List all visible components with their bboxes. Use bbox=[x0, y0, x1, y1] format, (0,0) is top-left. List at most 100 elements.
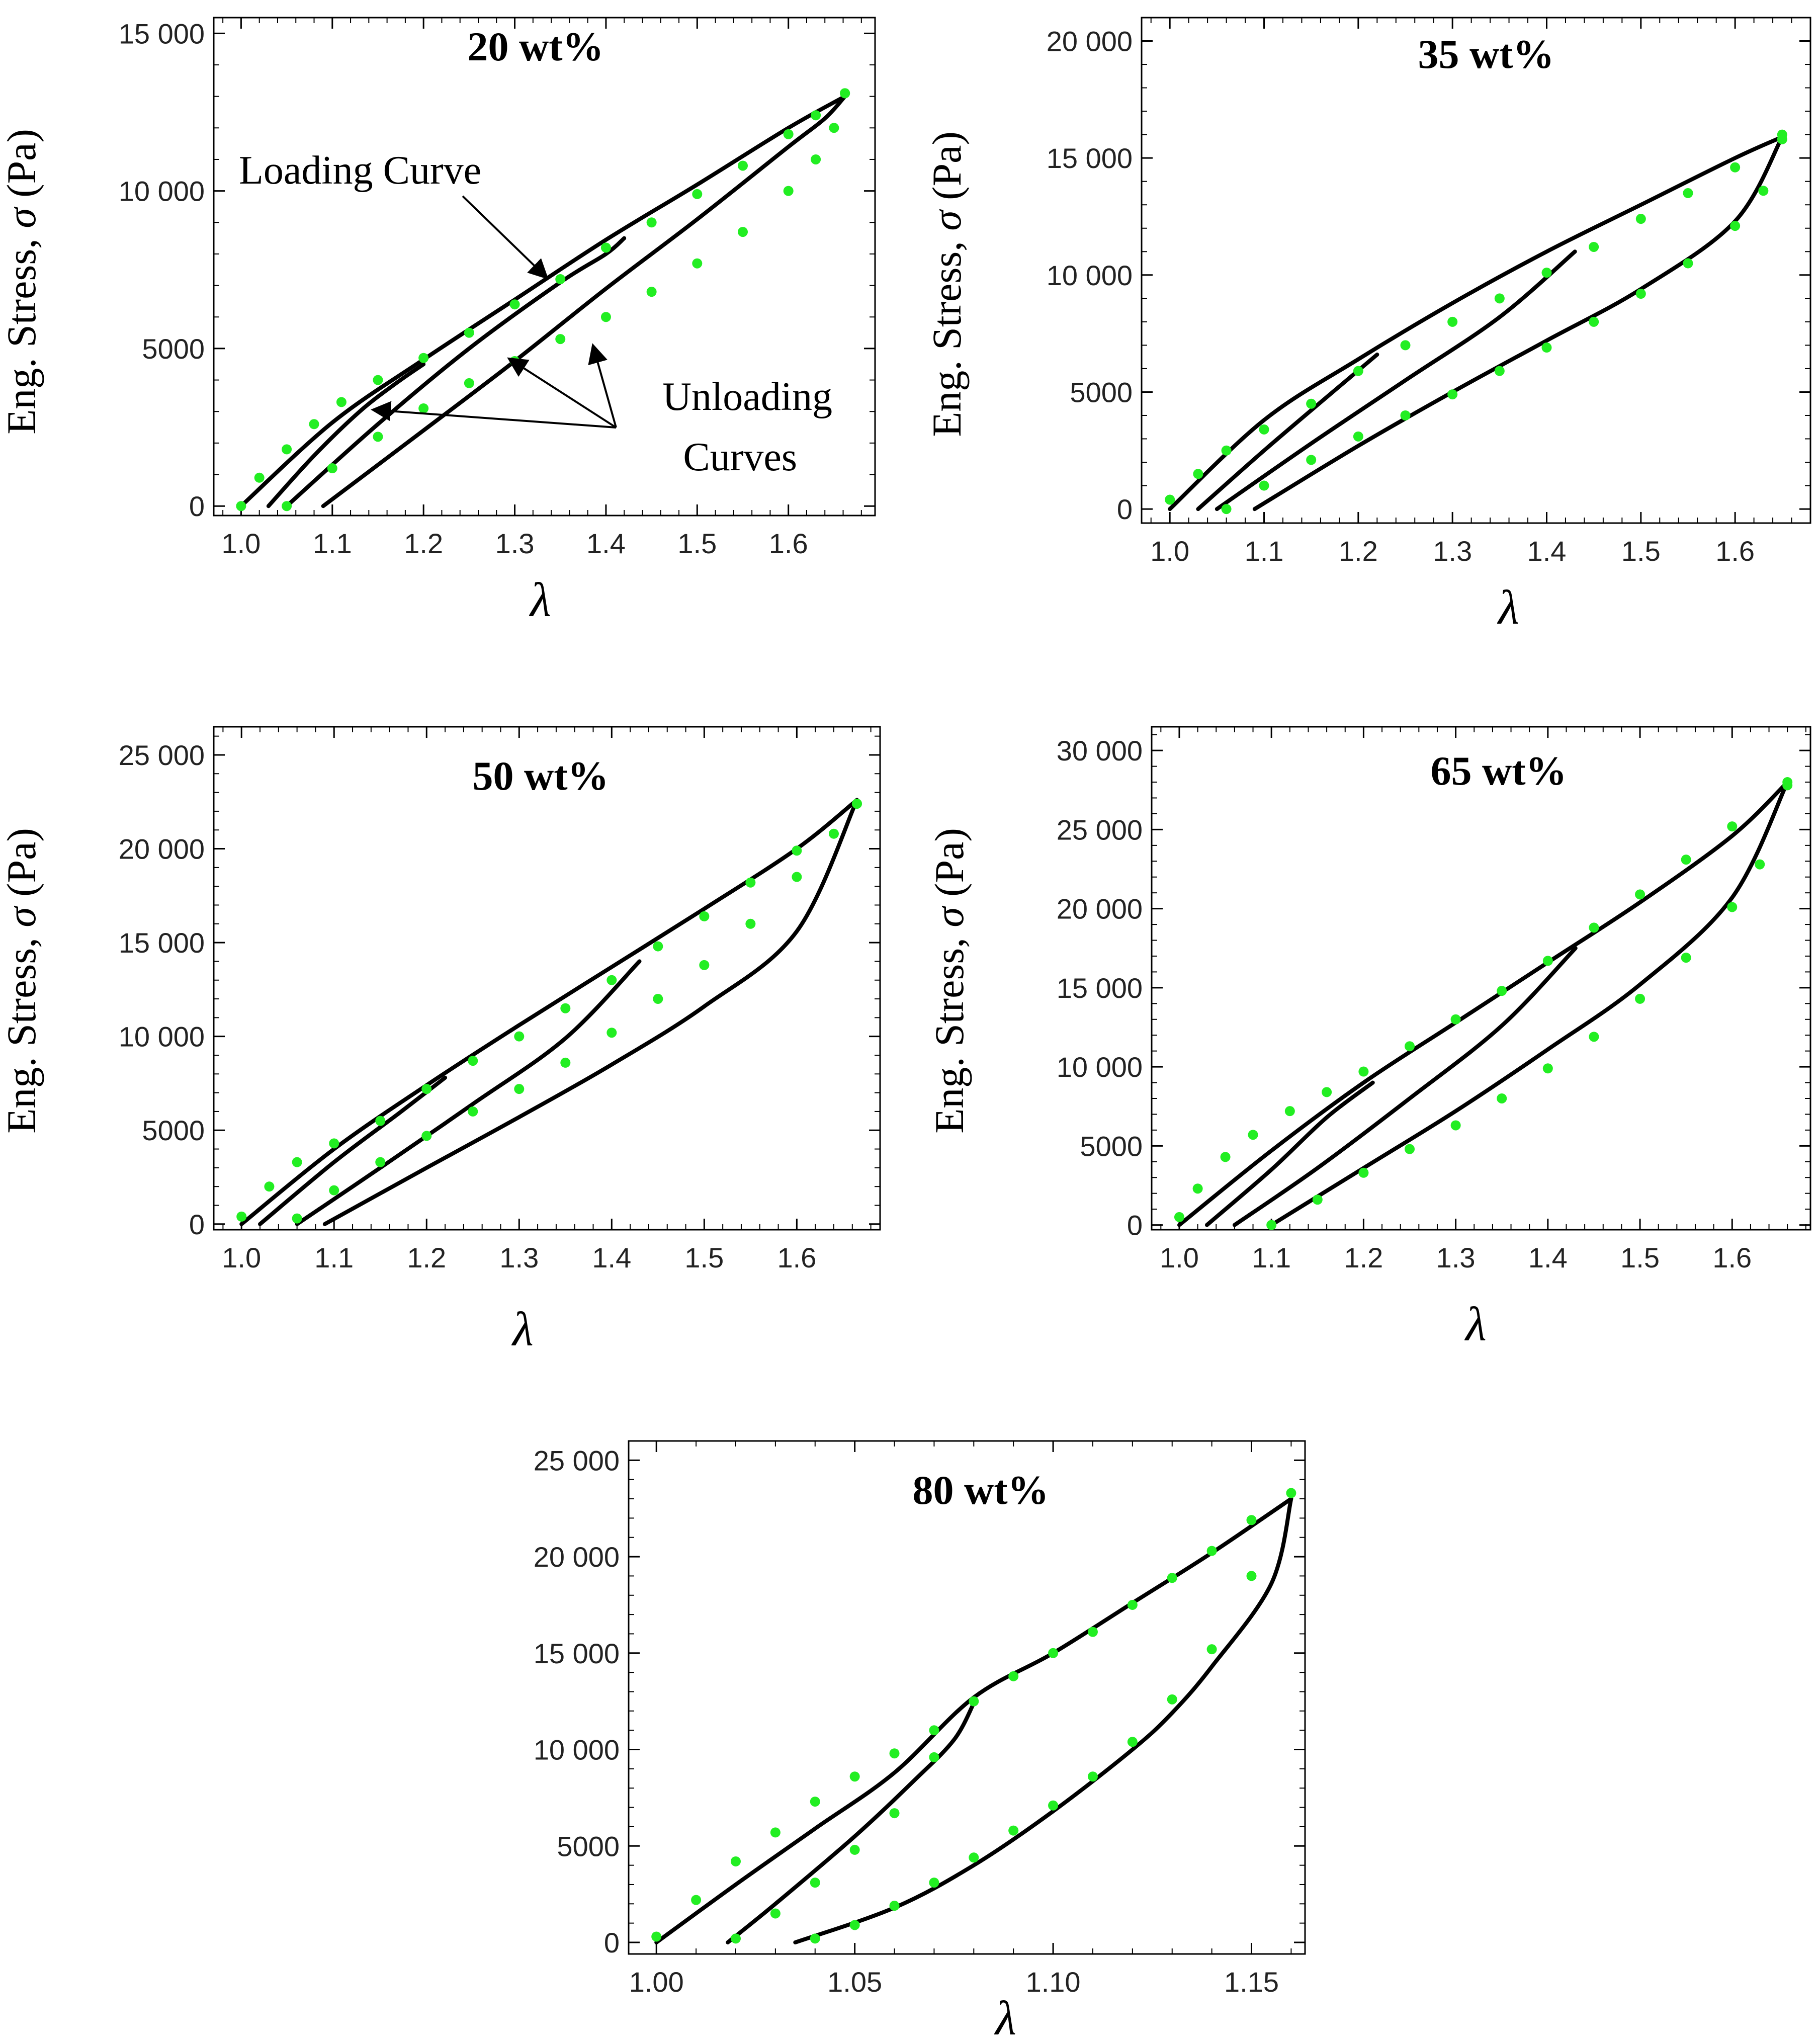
data-point bbox=[730, 1856, 741, 1866]
model-curve bbox=[793, 1497, 1293, 1944]
data-point bbox=[1167, 1694, 1177, 1705]
model-curve bbox=[285, 236, 627, 508]
data-point bbox=[1259, 480, 1269, 491]
y-tick-label: 10 000 bbox=[119, 1021, 205, 1053]
y-axis-label-prefix: Eng. Stress, bbox=[0, 927, 44, 1134]
data-point bbox=[1635, 993, 1645, 1004]
data-point bbox=[555, 274, 566, 285]
x-axis-label: λ bbox=[529, 573, 551, 627]
plot-frame bbox=[1141, 17, 1811, 524]
data-point bbox=[1635, 289, 1646, 299]
data-point bbox=[421, 1131, 432, 1141]
x-tick-label: 1.1 bbox=[1252, 1242, 1291, 1273]
data-point bbox=[889, 1901, 900, 1911]
data-point bbox=[1353, 431, 1363, 442]
data-point bbox=[1683, 258, 1693, 269]
data-point bbox=[1246, 1571, 1257, 1581]
data-point bbox=[1494, 293, 1505, 304]
data-point bbox=[1174, 1212, 1184, 1222]
panel-65-wt-: 1.0 1.1 1.2 1.3 1.4 1.5 1.6 0 5000 10 000 15 000 20… bbox=[926, 726, 1811, 1351]
data-point bbox=[646, 217, 657, 228]
data-point bbox=[770, 1908, 781, 1919]
data-point bbox=[810, 1878, 820, 1888]
data-point bbox=[692, 189, 703, 199]
x-tick-label: 1.6 bbox=[1712, 1242, 1752, 1273]
y-axis-label: Eng. Stress, σ (Pa) bbox=[924, 131, 970, 437]
x-tick-label: 1.05 bbox=[827, 1966, 882, 1998]
loading-curve-label: Loading Curve bbox=[239, 148, 481, 193]
data-point bbox=[1589, 922, 1599, 933]
model-curve bbox=[1232, 946, 1578, 1227]
x-tick-label: 1.15 bbox=[1224, 1966, 1279, 1998]
data-point bbox=[1450, 1120, 1461, 1131]
data-point bbox=[1286, 1488, 1296, 1498]
data-point bbox=[1048, 1648, 1059, 1658]
data-point bbox=[327, 463, 337, 474]
x-tick-label: 1.4 bbox=[1528, 1242, 1568, 1273]
data-point bbox=[849, 1844, 860, 1855]
plot-frame bbox=[1151, 726, 1811, 1231]
data-point bbox=[1306, 455, 1317, 465]
panel-80-wt-: 1.00 1.05 1.10 1.15 0 5000 10 000 15 000 20 000 2… bbox=[534, 1440, 1306, 2044]
data-point bbox=[1782, 780, 1793, 791]
y-axis-label: Eng. Stress, σ (Pa) bbox=[0, 129, 44, 435]
data-point bbox=[1220, 1152, 1231, 1162]
data-point bbox=[810, 1933, 820, 1944]
y-tick-label: 0 bbox=[1127, 1210, 1143, 1241]
y-tick-label: 0 bbox=[604, 1927, 620, 1958]
data-point bbox=[840, 88, 850, 99]
data-point bbox=[509, 299, 520, 310]
model-curve bbox=[322, 798, 859, 1226]
model-curve bbox=[1204, 1080, 1375, 1227]
x-tick-label: 1.4 bbox=[592, 1242, 631, 1273]
data-point bbox=[292, 1157, 302, 1167]
data-point bbox=[1681, 855, 1691, 865]
y-axis-label-symbol: σ bbox=[924, 209, 970, 231]
x-tick-label: 1.4 bbox=[586, 528, 626, 559]
data-point bbox=[1165, 494, 1175, 505]
data-point bbox=[1635, 214, 1646, 224]
model-curve bbox=[1177, 780, 1790, 1227]
y-tick-label: 20 000 bbox=[1057, 893, 1143, 925]
data-point bbox=[1322, 1087, 1332, 1097]
data-point bbox=[514, 1031, 525, 1042]
data-point bbox=[464, 327, 474, 338]
x-axis-label: λ bbox=[1497, 580, 1519, 634]
y-axis-label-prefix: Eng. Stress, bbox=[0, 228, 44, 435]
plot-frame bbox=[213, 17, 876, 517]
loading-arrow bbox=[462, 195, 549, 280]
data-point bbox=[375, 1116, 386, 1126]
data-point bbox=[1259, 424, 1269, 435]
y-axis-label-prefix: Eng. Stress, bbox=[926, 927, 972, 1134]
data-point bbox=[849, 1771, 860, 1782]
y-axis-label-prefix: Eng. Stress, bbox=[924, 231, 970, 437]
x-tick-label: 1.2 bbox=[1344, 1242, 1383, 1273]
data-point bbox=[1248, 1130, 1258, 1140]
model-curve bbox=[258, 1075, 448, 1226]
data-point bbox=[1206, 1546, 1217, 1556]
data-point bbox=[829, 123, 839, 133]
data-point bbox=[738, 227, 748, 237]
data-point bbox=[1542, 956, 1553, 966]
panel-50-wt-: 1.0 1.1 1.2 1.3 1.4 1.5 1.6 0 5000 10 000 15 000 20… bbox=[0, 726, 881, 1356]
data-point bbox=[792, 872, 802, 882]
data-point bbox=[1048, 1800, 1059, 1811]
x-tick-label: 1.3 bbox=[1436, 1242, 1476, 1273]
unloading-label-line2: Curves bbox=[683, 435, 797, 479]
y-tick-label: 0 bbox=[189, 1209, 205, 1240]
model-curve bbox=[654, 1497, 1293, 1944]
data-point bbox=[1758, 186, 1769, 196]
y-tick-label: 25 000 bbox=[1057, 814, 1143, 845]
y-tick-label: 25 000 bbox=[534, 1444, 620, 1476]
data-point bbox=[236, 1211, 247, 1222]
data-point bbox=[1755, 859, 1765, 870]
data-point bbox=[464, 378, 474, 388]
data-point bbox=[929, 1725, 939, 1736]
data-point bbox=[1008, 1671, 1019, 1681]
panel-title: 50 wt% bbox=[472, 753, 609, 799]
data-point bbox=[1353, 366, 1363, 376]
data-point bbox=[329, 1138, 339, 1149]
data-point bbox=[646, 287, 657, 297]
data-point bbox=[889, 1808, 900, 1819]
